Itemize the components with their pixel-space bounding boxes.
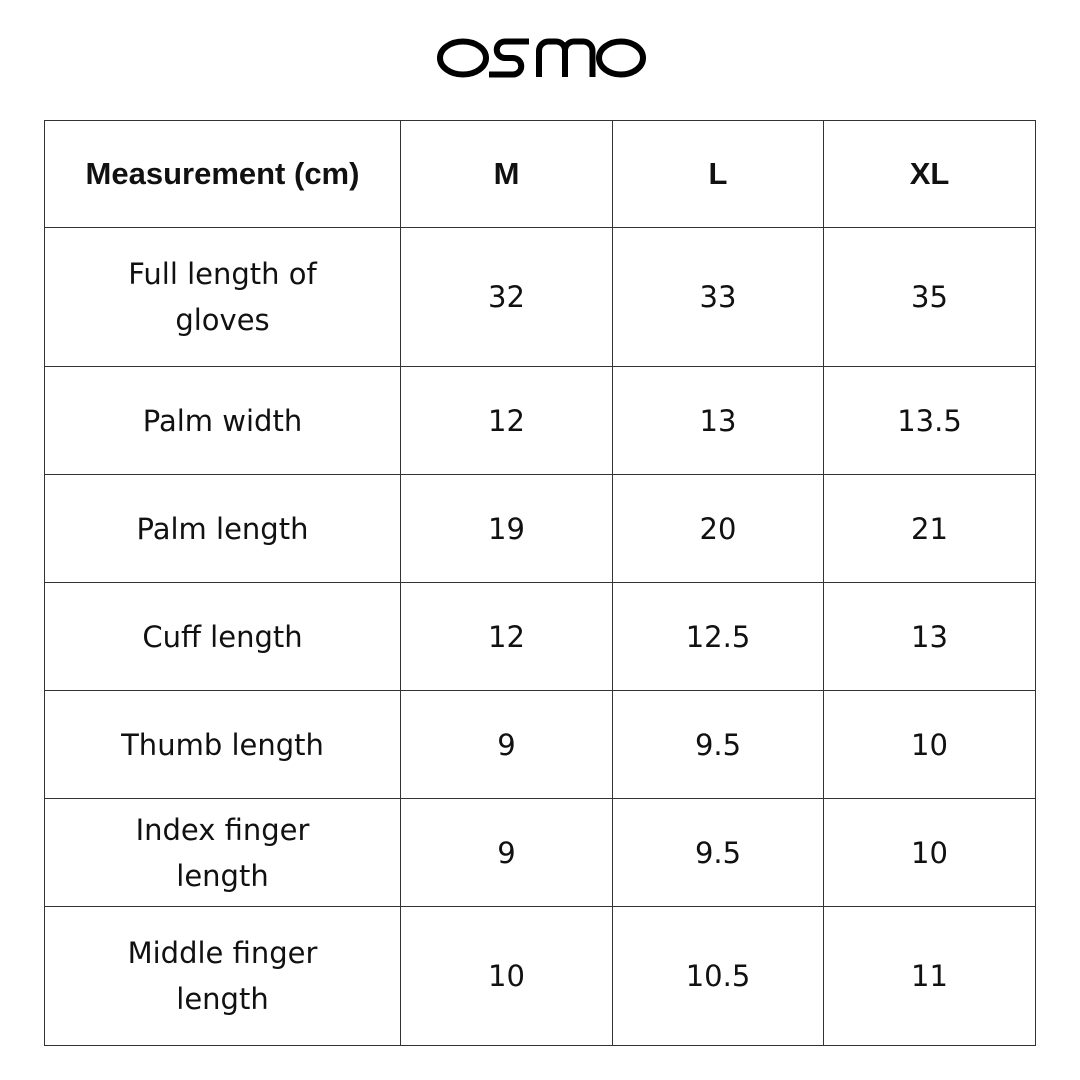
table-row: Full length of gloves 32 33 35: [44, 227, 1036, 367]
size-value: 10: [823, 690, 1036, 799]
size-value: 9.5: [612, 798, 824, 907]
header-row: Measurement (cm) M L XL: [44, 120, 1036, 228]
size-value: 12.5: [612, 582, 824, 691]
size-value: 13.5: [823, 366, 1036, 475]
header-size-m: M: [400, 120, 613, 228]
table-row: Middle finger length 10 10.5 11: [44, 906, 1036, 1046]
measurement-label: Full length of gloves: [44, 227, 401, 367]
size-value: 12: [400, 582, 613, 691]
size-value: 10: [400, 906, 613, 1046]
table-row: Index finger length 9 9.5 10: [44, 798, 1036, 907]
size-value: 12: [400, 366, 613, 475]
table-row: Palm length 19 20 21: [44, 474, 1036, 583]
size-value: 33: [612, 227, 824, 367]
size-value: 19: [400, 474, 613, 583]
table-row: Palm width 12 13 13.5: [44, 366, 1036, 475]
size-value: 20: [612, 474, 824, 583]
measurement-label: Thumb length: [44, 690, 401, 799]
size-value: 9: [400, 690, 613, 799]
measurement-label: Palm length: [44, 474, 401, 583]
size-value: 35: [823, 227, 1036, 367]
size-value: 11: [823, 906, 1036, 1046]
table-row: Thumb length 9 9.5 10: [44, 690, 1036, 799]
header-size-xl: XL: [823, 120, 1036, 228]
size-value: 13: [612, 366, 824, 475]
size-value: 21: [823, 474, 1036, 583]
measurement-label: Cuff length: [44, 582, 401, 691]
size-value: 9.5: [612, 690, 824, 799]
measurement-label: Palm width: [44, 366, 401, 475]
header-size-l: L: [612, 120, 824, 228]
header-measurement: Measurement (cm): [44, 120, 401, 228]
size-value: 32: [400, 227, 613, 367]
size-value: 13: [823, 582, 1036, 691]
size-value: 9: [400, 798, 613, 907]
osmo-logo: [437, 38, 646, 78]
size-value: 10: [823, 798, 1036, 907]
size-chart-table: Measurement (cm) M L XL Full length of g…: [44, 120, 1036, 1046]
measurement-label: Middle finger length: [44, 906, 401, 1046]
measurement-label: Index finger length: [44, 798, 401, 907]
table-row: Cuff length 12 12.5 13: [44, 582, 1036, 691]
size-value: 10.5: [612, 906, 824, 1046]
